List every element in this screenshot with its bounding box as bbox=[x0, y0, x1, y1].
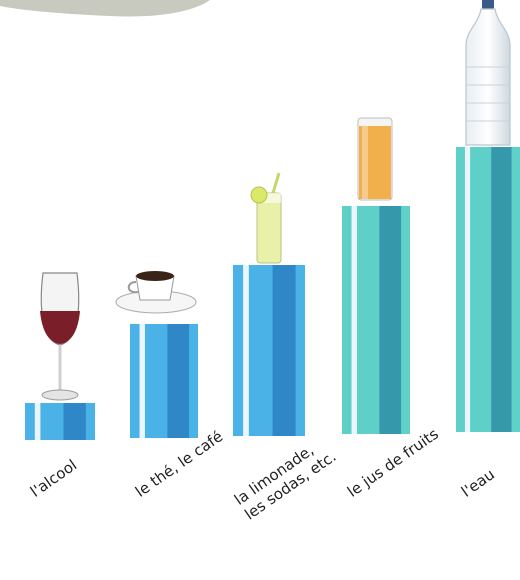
bar-the-cafe bbox=[130, 324, 198, 438]
wine-glass-icon bbox=[40, 272, 80, 401]
corner-decoration-icon bbox=[0, 0, 210, 17]
lemonade-glass-icon bbox=[250, 172, 282, 264]
bar-alcool bbox=[25, 403, 95, 440]
juice-glass-icon bbox=[357, 117, 393, 201]
water-bottle-icon bbox=[465, 0, 511, 146]
bar-eau bbox=[456, 147, 520, 432]
coffee-cup-icon bbox=[115, 271, 197, 314]
bar-jus-de-fruits bbox=[342, 206, 410, 434]
bar-limonade bbox=[233, 265, 305, 436]
